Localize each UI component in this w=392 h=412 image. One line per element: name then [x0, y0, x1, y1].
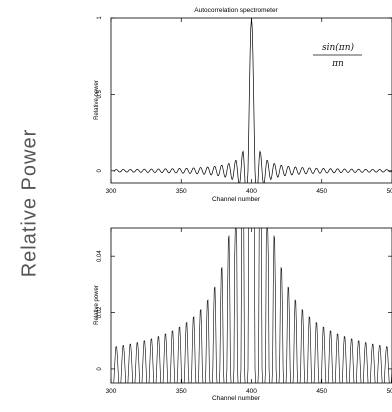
- bottom-x-ticks: 300 350 400 450 500: [106, 228, 392, 395]
- bottom-chart: 300 350 400 450 500 0 0.02 0.04 Channel number…: [94, 227, 392, 402]
- chart-canvas: Autocorrelation spectrometer 300 350 400 45…: [94, 7, 392, 402]
- top-x-ticks: 300 350 400 450 500: [106, 18, 392, 195]
- top-x-tick-label: 400: [246, 188, 257, 195]
- top-y-ticks: 00.51: [97, 16, 392, 172]
- top-series-line: [113, 18, 392, 183]
- top-chart-title: Autocorrelation spectrometer: [194, 7, 278, 14]
- top-y-tick-label: 0: [97, 168, 103, 172]
- bottom-x-tick-label: 350: [176, 388, 187, 395]
- bottom-y-tick-label: 0.04: [97, 250, 103, 262]
- chart-panels: Autocorrelation spectrometer 300 350 400 45…: [60, 0, 392, 407]
- bottom-y-tick-label: 0: [97, 367, 103, 371]
- top-x-axis-label: Channel number: [212, 196, 261, 203]
- top-y-tick-label: 1: [97, 16, 103, 20]
- handwritten-annotation: sin(πn) πn: [313, 42, 362, 69]
- bottom-x-tick-label: 500: [387, 388, 392, 395]
- outer-y-axis-label-container: Relative Power: [0, 0, 60, 407]
- top-y-tick-label: 0.5: [97, 90, 103, 99]
- bottom-y-tick-label: 0.02: [97, 306, 103, 318]
- bottom-x-tick-label: 300: [106, 388, 117, 395]
- bottom-plot-frame: [110, 227, 392, 384]
- bottom-x-axis-label: Channel number: [212, 395, 261, 402]
- top-x-tick-label: 450: [316, 188, 327, 195]
- top-chart: Autocorrelation spectrometer 300 350 400 45…: [94, 7, 392, 203]
- annotation-numerator: sin(πn): [322, 42, 355, 53]
- top-x-tick-label: 350: [176, 188, 187, 195]
- bottom-y-axis-label: Relative power: [94, 285, 100, 325]
- outer-y-axis-label: Relative Power: [18, 128, 41, 278]
- bottom-x-tick-label: 450: [316, 388, 327, 395]
- top-x-tick-label: 300: [106, 188, 117, 195]
- bottom-series-line: [113, 228, 392, 383]
- top-x-tick-label: 500: [387, 188, 392, 195]
- annotation-denominator: πn: [331, 59, 344, 69]
- bottom-x-tick-label: 400: [246, 388, 257, 395]
- top-y-axis-label: Relative power: [94, 80, 100, 120]
